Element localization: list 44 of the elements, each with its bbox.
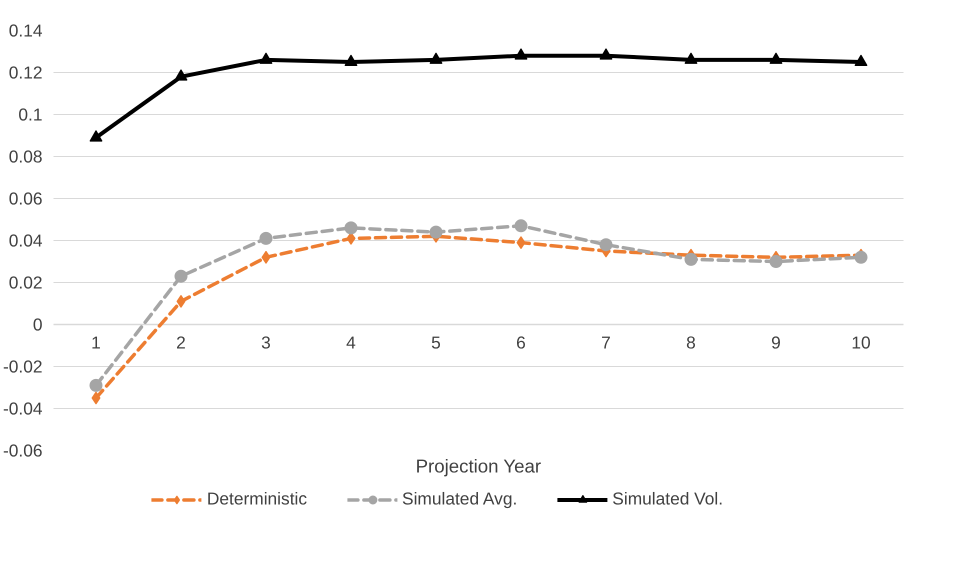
point bbox=[260, 52, 272, 64]
point bbox=[344, 54, 358, 66]
x-tick-label: 10 bbox=[851, 332, 871, 352]
point bbox=[514, 219, 528, 232]
x-tick-label: 8 bbox=[686, 332, 696, 352]
point bbox=[770, 255, 782, 268]
y-tick-label: 0.08 bbox=[8, 146, 43, 166]
point bbox=[174, 270, 188, 283]
point bbox=[174, 69, 188, 81]
y-tick-label: 0.06 bbox=[8, 188, 43, 208]
x-tick-label: 3 bbox=[261, 332, 271, 352]
point bbox=[344, 221, 358, 234]
x-tick-label: 2 bbox=[176, 332, 186, 352]
point bbox=[770, 52, 782, 64]
y-tick-label: 0.14 bbox=[8, 20, 43, 40]
y-tick-label: -0.04 bbox=[3, 398, 43, 418]
legend-label: Simulated Vol. bbox=[612, 488, 724, 510]
x-tick-label: 7 bbox=[601, 332, 611, 352]
x-axis-title: Projection Year bbox=[416, 456, 542, 476]
point bbox=[90, 130, 102, 142]
legend-label: Deterministic bbox=[206, 488, 308, 510]
y-tick-label: -0.06 bbox=[3, 440, 43, 460]
point bbox=[90, 378, 102, 392]
y-tick-label: 0.04 bbox=[8, 230, 43, 250]
point bbox=[684, 252, 698, 266]
legend-label: Simulated Avg. bbox=[402, 488, 518, 510]
x-tick-label: 4 bbox=[346, 332, 356, 352]
point bbox=[854, 54, 868, 66]
y-tick-label: 0 bbox=[32, 314, 43, 334]
point bbox=[600, 48, 612, 60]
point bbox=[600, 238, 612, 252]
point bbox=[430, 226, 442, 239]
x-tick-label: 5 bbox=[431, 332, 441, 352]
y-tick-label: 0.02 bbox=[8, 272, 43, 292]
y-tick-label: 0.12 bbox=[8, 62, 43, 82]
point bbox=[430, 52, 442, 64]
x-tick-label: 9 bbox=[771, 332, 781, 352]
y-tick-label: -0.02 bbox=[3, 356, 43, 376]
x-tick-label: 6 bbox=[516, 332, 526, 352]
point bbox=[514, 48, 528, 60]
y-tick-label: 0.1 bbox=[18, 104, 43, 124]
point bbox=[260, 232, 272, 245]
point bbox=[684, 52, 698, 64]
x-tick-label: 1 bbox=[91, 332, 101, 352]
